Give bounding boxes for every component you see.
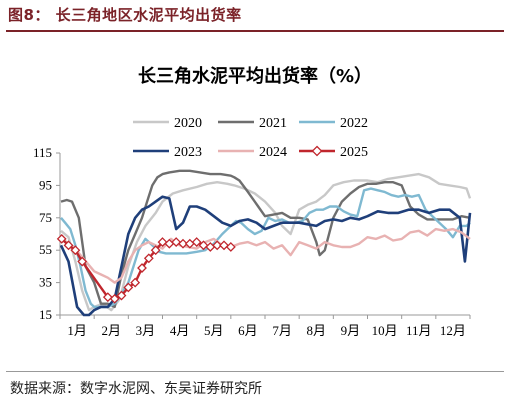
legend-item-2025: 2025 xyxy=(299,145,368,160)
x-tick-label: 12月 xyxy=(440,323,466,338)
x-tick-label: 2月 xyxy=(101,323,121,338)
series-2024 xyxy=(60,227,471,284)
data-point xyxy=(63,240,74,251)
series-2023 xyxy=(59,195,472,317)
y-tick-label: 115 xyxy=(33,145,52,160)
x-tick-label: 10月 xyxy=(372,323,398,338)
x-tick-label: 5月 xyxy=(204,323,224,338)
source-note: 数据来源：数字水泥网、东吴证券研究所 xyxy=(10,381,262,397)
y-tick-label: 75 xyxy=(39,210,52,225)
legend-label: 2021 xyxy=(259,116,287,131)
data-point xyxy=(178,238,188,249)
legend-label: 2020 xyxy=(174,116,202,131)
data-point xyxy=(137,263,147,273)
x-tick-label: 4月 xyxy=(170,323,190,338)
x-tick-label: 7月 xyxy=(272,323,292,338)
x-tick-label: 8月 xyxy=(306,323,326,338)
data-point xyxy=(116,290,127,301)
data-point xyxy=(225,242,236,252)
legend-marker xyxy=(311,145,323,157)
x-tick-label: 9月 xyxy=(341,323,361,338)
y-tick-label: 35 xyxy=(39,275,52,290)
data-point xyxy=(191,237,202,248)
x-tick-label: 1月 xyxy=(67,323,87,338)
legend-item-2022: 2022 xyxy=(299,116,368,131)
x-tick-label: 6月 xyxy=(238,323,258,338)
legend: 2020 2021 2022 2023 2024 2025 xyxy=(133,116,368,160)
data-point xyxy=(70,245,81,256)
y-tick-label: 15 xyxy=(39,307,52,322)
data-point xyxy=(143,253,154,264)
data-point xyxy=(77,256,88,267)
series-line-2023 xyxy=(59,195,472,317)
legend-label: 2024 xyxy=(259,145,287,160)
legend-item-2020: 2020 xyxy=(133,116,202,131)
data-point xyxy=(219,240,229,251)
caption-divider xyxy=(6,30,504,32)
source-divider xyxy=(6,371,504,372)
data-point xyxy=(109,293,120,304)
data-point xyxy=(130,277,141,288)
legend-item-2024: 2024 xyxy=(218,145,287,160)
legend-item-2021: 2021 xyxy=(218,116,287,131)
axes: 15 35 55 75 95 115 1月 2月 3月 4月 5月 6月 7月 8月 9月 10月 11月 12月 xyxy=(33,145,471,338)
legend-label: 2023 xyxy=(174,145,202,160)
x-tick-label: 11月 xyxy=(406,323,432,338)
y-tick-label: 55 xyxy=(39,242,52,257)
x-tick-label: 3月 xyxy=(136,323,156,338)
chart-title: 长三角水泥平均出货率（%） xyxy=(137,66,373,87)
data-point xyxy=(157,237,168,248)
data-point xyxy=(56,233,67,244)
legend-label: 2022 xyxy=(340,116,368,131)
data-point xyxy=(150,245,161,256)
data-point xyxy=(171,237,182,248)
y-tick-label: 95 xyxy=(39,177,52,192)
data-point xyxy=(212,240,223,251)
data-point xyxy=(102,292,113,303)
data-point xyxy=(123,282,134,293)
plot-area xyxy=(56,169,472,317)
figure-caption: 图8： 长三角地区水泥平均出货率 xyxy=(8,6,242,24)
legend-label: 2025 xyxy=(340,145,368,160)
data-point xyxy=(198,240,209,251)
series-line-2024 xyxy=(60,227,471,284)
legend-item-2023: 2023 xyxy=(133,145,202,160)
series-2025 xyxy=(56,233,236,304)
